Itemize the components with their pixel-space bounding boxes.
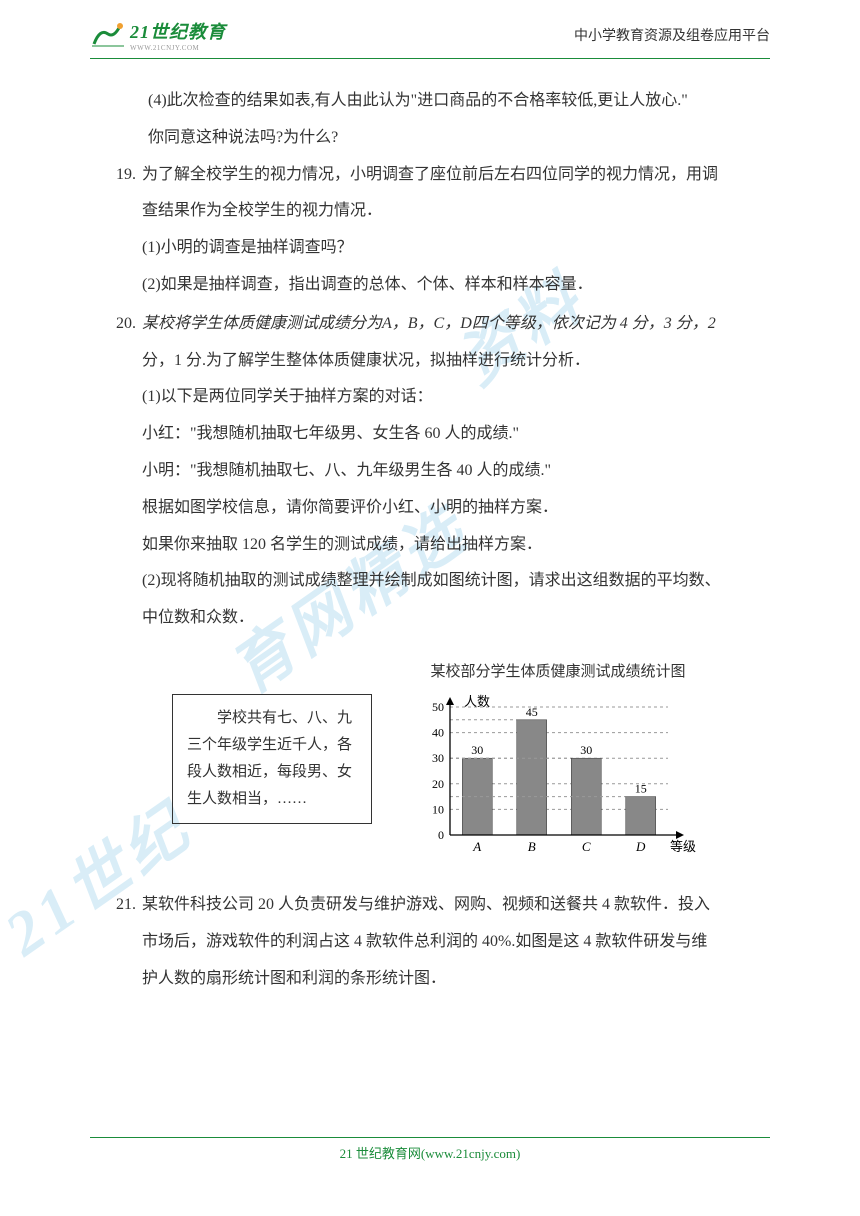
chart-title: 某校部分学生体质健康测试成绩统计图 <box>408 655 708 690</box>
body-line: 市场后，游戏软件的利润占这 4 款软件总利润的 40%.如图是这 4 款软件研发… <box>142 924 750 961</box>
svg-text:20: 20 <box>432 777 444 791</box>
question-number: 21. <box>110 887 142 997</box>
body-line: 你同意这种说法吗?为什么? <box>110 120 750 157</box>
svg-text:30: 30 <box>432 752 444 766</box>
question-21: 21. 某软件科技公司 20 人负责研发与维护游戏、网购、视频和送餐共 4 款软… <box>110 887 750 997</box>
page-header: 21世纪教育 WWW.21CNJY.COM 中小学教育资源及组卷应用平台 <box>0 0 860 58</box>
body-line: 根据如图学校信息，请你简要评价小红、小明的抽样方案． <box>142 490 750 527</box>
svg-text:0: 0 <box>438 828 444 842</box>
svg-text:30: 30 <box>580 744 592 758</box>
footer-divider <box>90 1137 770 1138</box>
svg-text:10: 10 <box>432 803 444 817</box>
body-line: (1)以下是两位同学关于抽样方案的对话： <box>142 379 750 416</box>
body-line: (2)如果是抽样调查，指出调查的总体、个体、样本和样本容量． <box>142 267 750 304</box>
body-line: (4)此次检查的结果如表,有人由此认为"进口商品的不合格率较低,更让人放心." <box>110 83 750 120</box>
logo-text: 21世纪教育 <box>130 22 226 42</box>
svg-text:B: B <box>528 839 536 854</box>
logo-icon <box>90 20 126 50</box>
svg-text:A: A <box>472 839 481 854</box>
logo: 21世纪教育 WWW.21CNJY.COM <box>90 18 226 52</box>
svg-text:C: C <box>582 839 591 854</box>
question-number: 20. <box>110 306 142 637</box>
svg-text:40: 40 <box>432 726 444 740</box>
bar-chart: 0 10 20 30 40 50 30 A 45 B 30 C 15 D 人数等级 <box>408 693 708 863</box>
body-line: (2)现将随机抽取的测试成绩整理并绘制成如图统计图，请求出这组数据的平均数、 <box>142 563 750 600</box>
body-line: 分，1 分.为了解学生整体体质健康状况，拟抽样进行统计分析． <box>142 343 750 380</box>
body-line: 查结果作为全校学生的视力情况． <box>142 193 750 230</box>
header-title: 中小学教育资源及组卷应用平台 <box>574 25 770 45</box>
body-line: 为了解全校学生的视力情况，小明调查了座位前后左右四位同学的视力情况，用调 <box>142 157 750 194</box>
body-line: 护人数的扇形统计图和利润的条形统计图． <box>142 961 750 998</box>
svg-text:45: 45 <box>526 705 538 719</box>
body-line: 中位数和众数． <box>142 600 750 637</box>
page-footer: 21 世纪教育网(www.21cnjy.com) <box>0 1137 860 1162</box>
body-line: 如果你来抽取 120 名学生的测试成绩，请给出抽样方案． <box>142 527 750 564</box>
document-body: (4)此次检查的结果如表,有人由此认为"进口商品的不合格率较低,更让人放心." … <box>0 59 860 1020</box>
footer-text: 21 世纪教育网(www.21cnjy.com) <box>340 1146 521 1161</box>
info-box: 学校共有七、八、九三个年级学生近千人，各段人数相近，每段男、女生人数相当，…… <box>172 694 372 824</box>
body-line: (1)小明的调查是抽样调查吗？ <box>142 230 750 267</box>
svg-text:30: 30 <box>471 744 483 758</box>
body-line: 小明："我想随机抽取七、八、九年级男生各 40 人的成绩." <box>142 453 750 490</box>
svg-text:50: 50 <box>432 700 444 714</box>
svg-text:15: 15 <box>635 782 647 796</box>
svg-text:人数: 人数 <box>464 694 490 709</box>
body-line: 某软件科技公司 20 人负责研发与维护游戏、网购、视频和送餐共 4 款软件．投入 <box>142 887 750 924</box>
figure-row: 学校共有七、八、九三个年级学生近千人，各段人数相近，每段男、女生人数相当，…… … <box>110 655 750 864</box>
logo-sub: WWW.21CNJY.COM <box>130 44 226 52</box>
question-19: 19. 为了解全校学生的视力情况，小明调查了座位前后左右四位同学的视力情况，用调… <box>110 157 750 304</box>
bar-chart-wrap: 某校部分学生体质健康测试成绩统计图 0 10 20 30 40 50 30 A 45 B 30 C 15… <box>408 655 708 864</box>
body-line: 小红："我想随机抽取七年级男、女生各 60 人的成绩." <box>142 416 750 453</box>
body-line: 某校将学生体质健康测试成绩分为A，B，C，D四个等级，依次记为 4 分，3 分，… <box>142 306 750 343</box>
question-20: 20. 某校将学生体质健康测试成绩分为A，B，C，D四个等级，依次记为 4 分，… <box>110 306 750 637</box>
svg-text:D: D <box>635 839 646 854</box>
svg-text:等级: 等级 <box>670 839 696 854</box>
question-number: 19. <box>110 157 142 304</box>
